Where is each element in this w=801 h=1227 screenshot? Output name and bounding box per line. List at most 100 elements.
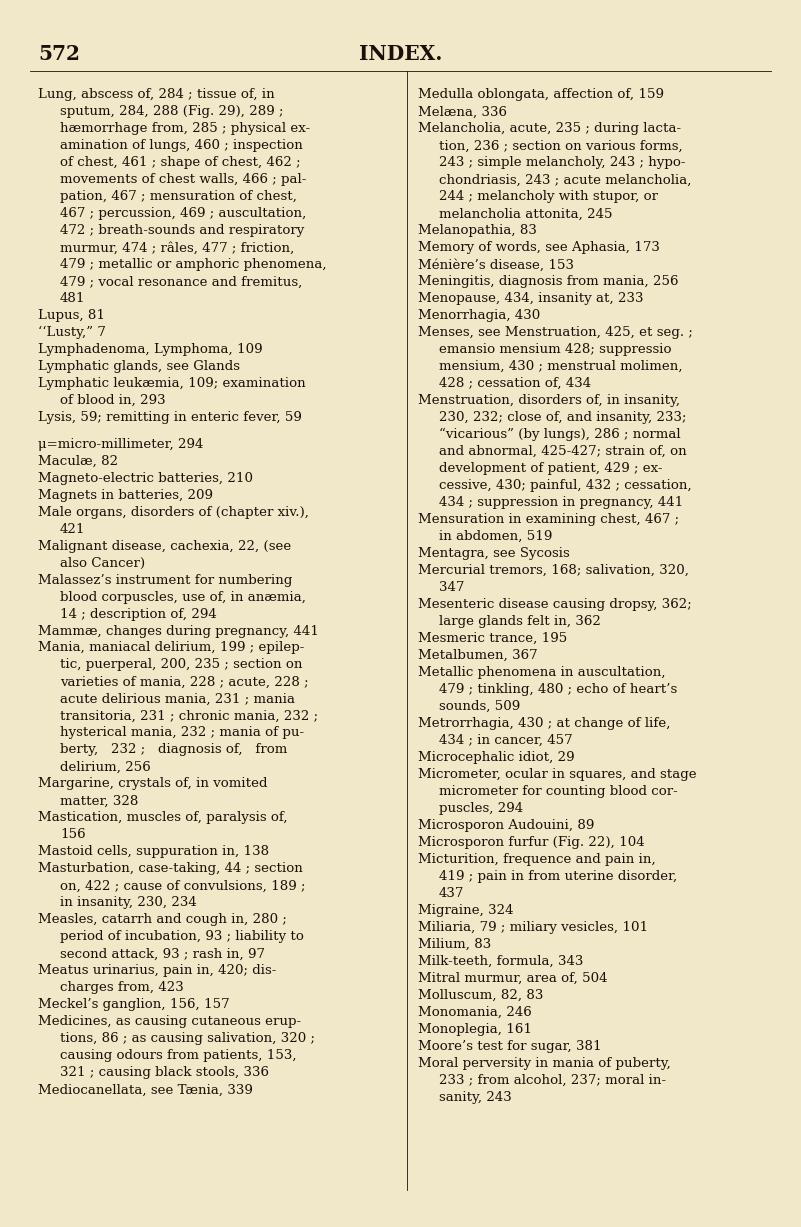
Text: 14 ; description of, 294: 14 ; description of, 294: [60, 607, 217, 621]
Text: and abnormal, 425-427; strain of, on: and abnormal, 425-427; strain of, on: [439, 445, 686, 458]
Text: Medicines, as causing cutaneous erup-: Medicines, as causing cutaneous erup-: [38, 1016, 301, 1028]
Text: Microcephalic idiot, 29: Microcephalic idiot, 29: [418, 751, 575, 764]
Text: mensium, 430 ; menstrual molimen,: mensium, 430 ; menstrual molimen,: [439, 361, 682, 373]
Text: tic, puerperal, 200, 235 ; section on: tic, puerperal, 200, 235 ; section on: [60, 659, 303, 671]
Text: INDEX.: INDEX.: [359, 44, 442, 64]
Text: 156: 156: [60, 828, 86, 842]
Text: 230, 232; close of, and insanity, 233;: 230, 232; close of, and insanity, 233;: [439, 411, 686, 425]
Text: Meningitis, diagnosis from mania, 256: Meningitis, diagnosis from mania, 256: [418, 275, 678, 288]
Text: 467 ; percussion, 469 ; auscultation,: 467 ; percussion, 469 ; auscultation,: [60, 207, 307, 221]
Text: 472 ; breath-sounds and respiratory: 472 ; breath-sounds and respiratory: [60, 225, 304, 237]
Text: 347: 347: [439, 582, 465, 594]
Text: 434 ; suppression in pregnancy, 441: 434 ; suppression in pregnancy, 441: [439, 496, 683, 509]
Text: development of patient, 429 ; ex-: development of patient, 429 ; ex-: [439, 463, 662, 475]
Text: large glands felt in, 362: large glands felt in, 362: [439, 615, 601, 628]
Text: amination of lungs, 460 ; inspection: amination of lungs, 460 ; inspection: [60, 140, 303, 152]
Text: 419 ; pain in from uterine disorder,: 419 ; pain in from uterine disorder,: [439, 870, 677, 883]
Text: Lung, abscess of, 284 ; tissue of, in: Lung, abscess of, 284 ; tissue of, in: [38, 88, 276, 102]
Text: Measles, catarrh and cough in, 280 ;: Measles, catarrh and cough in, 280 ;: [38, 913, 288, 926]
Text: varieties of mania, 228 ; acute, 228 ;: varieties of mania, 228 ; acute, 228 ;: [60, 676, 308, 688]
Text: Melanopathia, 83: Melanopathia, 83: [418, 225, 537, 237]
Text: Micturition, frequence and pain in,: Micturition, frequence and pain in,: [418, 853, 656, 866]
Text: Mentagra, see Sycosis: Mentagra, see Sycosis: [418, 547, 570, 561]
Text: blood corpuscles, use of, in anæmia,: blood corpuscles, use of, in anæmia,: [60, 590, 306, 604]
Text: Male organs, disorders of (chapter xiv.),: Male organs, disorders of (chapter xiv.)…: [38, 506, 309, 519]
Text: Migraine, 324: Migraine, 324: [418, 904, 513, 917]
Text: Mastication, muscles of, paralysis of,: Mastication, muscles of, paralysis of,: [38, 811, 288, 825]
Text: Melancholia, acute, 235 ; during lacta-: Melancholia, acute, 235 ; during lacta-: [418, 123, 681, 135]
Text: Micrometer, ocular in squares, and stage: Micrometer, ocular in squares, and stage: [418, 768, 697, 782]
Text: matter, 328: matter, 328: [60, 794, 139, 807]
Text: Meatus urinarius, pain in, 420; dis-: Meatus urinarius, pain in, 420; dis-: [38, 964, 277, 978]
Text: Mastoid cells, suppuration in, 138: Mastoid cells, suppuration in, 138: [38, 845, 270, 859]
Text: Lymphadenoma, Lymphoma, 109: Lymphadenoma, Lymphoma, 109: [38, 344, 263, 356]
Text: cessive, 430; painful, 432 ; cessation,: cessive, 430; painful, 432 ; cessation,: [439, 480, 692, 492]
Text: Mammæ, changes during pregnancy, 441: Mammæ, changes during pregnancy, 441: [38, 625, 320, 638]
Text: period of incubation, 93 ; liability to: period of incubation, 93 ; liability to: [60, 930, 304, 944]
Text: Melæna, 336: Melæna, 336: [418, 106, 507, 118]
Text: of blood in, 293: of blood in, 293: [60, 394, 166, 407]
Text: sounds, 509: sounds, 509: [439, 701, 520, 713]
Text: Milk-teeth, formula, 343: Milk-teeth, formula, 343: [418, 955, 583, 968]
Text: 321 ; causing black stools, 336: 321 ; causing black stools, 336: [60, 1066, 269, 1080]
Text: Metallic phenomena in auscultation,: Metallic phenomena in auscultation,: [418, 666, 666, 679]
Text: on, 422 ; cause of convulsions, 189 ;: on, 422 ; cause of convulsions, 189 ;: [60, 880, 305, 892]
Text: “vicarious” (by lungs), 286 ; normal: “vicarious” (by lungs), 286 ; normal: [439, 428, 681, 442]
Text: 233 ; from alcohol, 237; moral in-: 233 ; from alcohol, 237; moral in-: [439, 1074, 666, 1087]
Text: Milium, 83: Milium, 83: [418, 939, 491, 951]
Text: Lymphatic glands, see Glands: Lymphatic glands, see Glands: [38, 361, 240, 373]
Text: Magneto-electric batteries, 210: Magneto-electric batteries, 210: [38, 471, 253, 485]
Text: Masturbation, case-taking, 44 ; section: Masturbation, case-taking, 44 ; section: [38, 863, 304, 875]
Text: Metrorrhagia, 430 ; at change of life,: Metrorrhagia, 430 ; at change of life,: [418, 717, 670, 730]
Text: Mania, maniacal delirium, 199 ; epilep-: Mania, maniacal delirium, 199 ; epilep-: [38, 642, 305, 654]
Text: Microsporon Audouini, 89: Microsporon Audouini, 89: [418, 820, 594, 832]
Text: melancholia attonita, 245: melancholia attonita, 245: [439, 207, 613, 221]
Text: 481: 481: [60, 292, 86, 306]
Text: charges from, 423: charges from, 423: [60, 982, 183, 994]
Text: causing odours from patients, 153,: causing odours from patients, 153,: [60, 1049, 296, 1063]
Text: Menses, see Menstruation, 425, et seg. ;: Menses, see Menstruation, 425, et seg. ;: [418, 326, 693, 339]
Text: Medulla oblongata, affection of, 159: Medulla oblongata, affection of, 159: [418, 88, 664, 102]
Text: acute delirious mania, 231 ; mania: acute delirious mania, 231 ; mania: [60, 692, 295, 706]
Text: 479 ; tinkling, 480 ; echo of heart’s: 479 ; tinkling, 480 ; echo of heart’s: [439, 683, 677, 696]
Text: Margarine, crystals of, in vomited: Margarine, crystals of, in vomited: [38, 778, 268, 790]
Text: sputum, 284, 288 (Fig. 29), 289 ;: sputum, 284, 288 (Fig. 29), 289 ;: [60, 106, 284, 118]
Text: of chest, 461 ; shape of chest, 462 ;: of chest, 461 ; shape of chest, 462 ;: [60, 156, 300, 169]
Text: hæmorrhage from, 285 ; physical ex-: hæmorrhage from, 285 ; physical ex-: [60, 123, 310, 135]
Text: sanity, 243: sanity, 243: [439, 1091, 512, 1104]
Text: chondriasis, 243 ; acute melancholia,: chondriasis, 243 ; acute melancholia,: [439, 173, 691, 187]
Text: micrometer for counting blood cor-: micrometer for counting blood cor-: [439, 785, 678, 798]
Text: 479 ; vocal resonance and fremitus,: 479 ; vocal resonance and fremitus,: [60, 275, 303, 288]
Text: Metalbumen, 367: Metalbumen, 367: [418, 649, 537, 663]
Text: Miliaria, 79 ; miliary vesicles, 101: Miliaria, 79 ; miliary vesicles, 101: [418, 921, 648, 934]
Text: μ=micro-millimeter, 294: μ=micro-millimeter, 294: [38, 438, 203, 450]
Text: 434 ; in cancer, 457: 434 ; in cancer, 457: [439, 734, 573, 747]
Text: puscles, 294: puscles, 294: [439, 802, 523, 815]
Text: hysterical mania, 232 ; mania of pu-: hysterical mania, 232 ; mania of pu-: [60, 726, 304, 740]
Text: Mercurial tremors, 168; salivation, 320,: Mercurial tremors, 168; salivation, 320,: [418, 564, 689, 577]
Text: delirium, 256: delirium, 256: [60, 761, 151, 773]
Text: Monomania, 246: Monomania, 246: [418, 1006, 532, 1018]
Text: murmur, 474 ; râles, 477 ; friction,: murmur, 474 ; râles, 477 ; friction,: [60, 242, 295, 254]
Text: tion, 236 ; section on various forms,: tion, 236 ; section on various forms,: [439, 140, 682, 152]
Text: Maculæ, 82: Maculæ, 82: [38, 454, 119, 467]
Text: Malignant disease, cachexia, 22, (see: Malignant disease, cachexia, 22, (see: [38, 540, 292, 552]
Text: Menopause, 434, insanity at, 233: Menopause, 434, insanity at, 233: [418, 292, 644, 306]
Text: Meckel’s ganglion, 156, 157: Meckel’s ganglion, 156, 157: [38, 999, 230, 1011]
Text: in abdomen, 519: in abdomen, 519: [439, 530, 553, 544]
Text: Mitral murmur, area of, 504: Mitral murmur, area of, 504: [418, 972, 608, 985]
Text: Moore’s test for sugar, 381: Moore’s test for sugar, 381: [418, 1040, 602, 1053]
Text: Lysis, 59; remitting in enteric fever, 59: Lysis, 59; remitting in enteric fever, 5…: [38, 411, 302, 425]
Text: Memory of words, see Aphasia, 173: Memory of words, see Aphasia, 173: [418, 242, 660, 254]
Text: 437: 437: [439, 887, 465, 901]
Text: Magnets in batteries, 209: Magnets in batteries, 209: [38, 488, 213, 502]
Text: 479 ; metallic or amphoric phenomena,: 479 ; metallic or amphoric phenomena,: [60, 259, 327, 271]
Text: Microsporon furfur (Fig. 22), 104: Microsporon furfur (Fig. 22), 104: [418, 836, 645, 849]
Text: Lupus, 81: Lupus, 81: [38, 309, 106, 323]
Text: emansio mensium 428; suppressio: emansio mensium 428; suppressio: [439, 344, 671, 356]
Text: Mesmeric trance, 195: Mesmeric trance, 195: [418, 632, 567, 645]
Text: in insanity, 230, 234: in insanity, 230, 234: [60, 897, 197, 909]
Text: also Cancer): also Cancer): [60, 557, 145, 569]
Text: 243 ; simple melancholy, 243 ; hypo-: 243 ; simple melancholy, 243 ; hypo-: [439, 156, 686, 169]
Text: Ménière’s disease, 153: Ménière’s disease, 153: [418, 259, 574, 271]
